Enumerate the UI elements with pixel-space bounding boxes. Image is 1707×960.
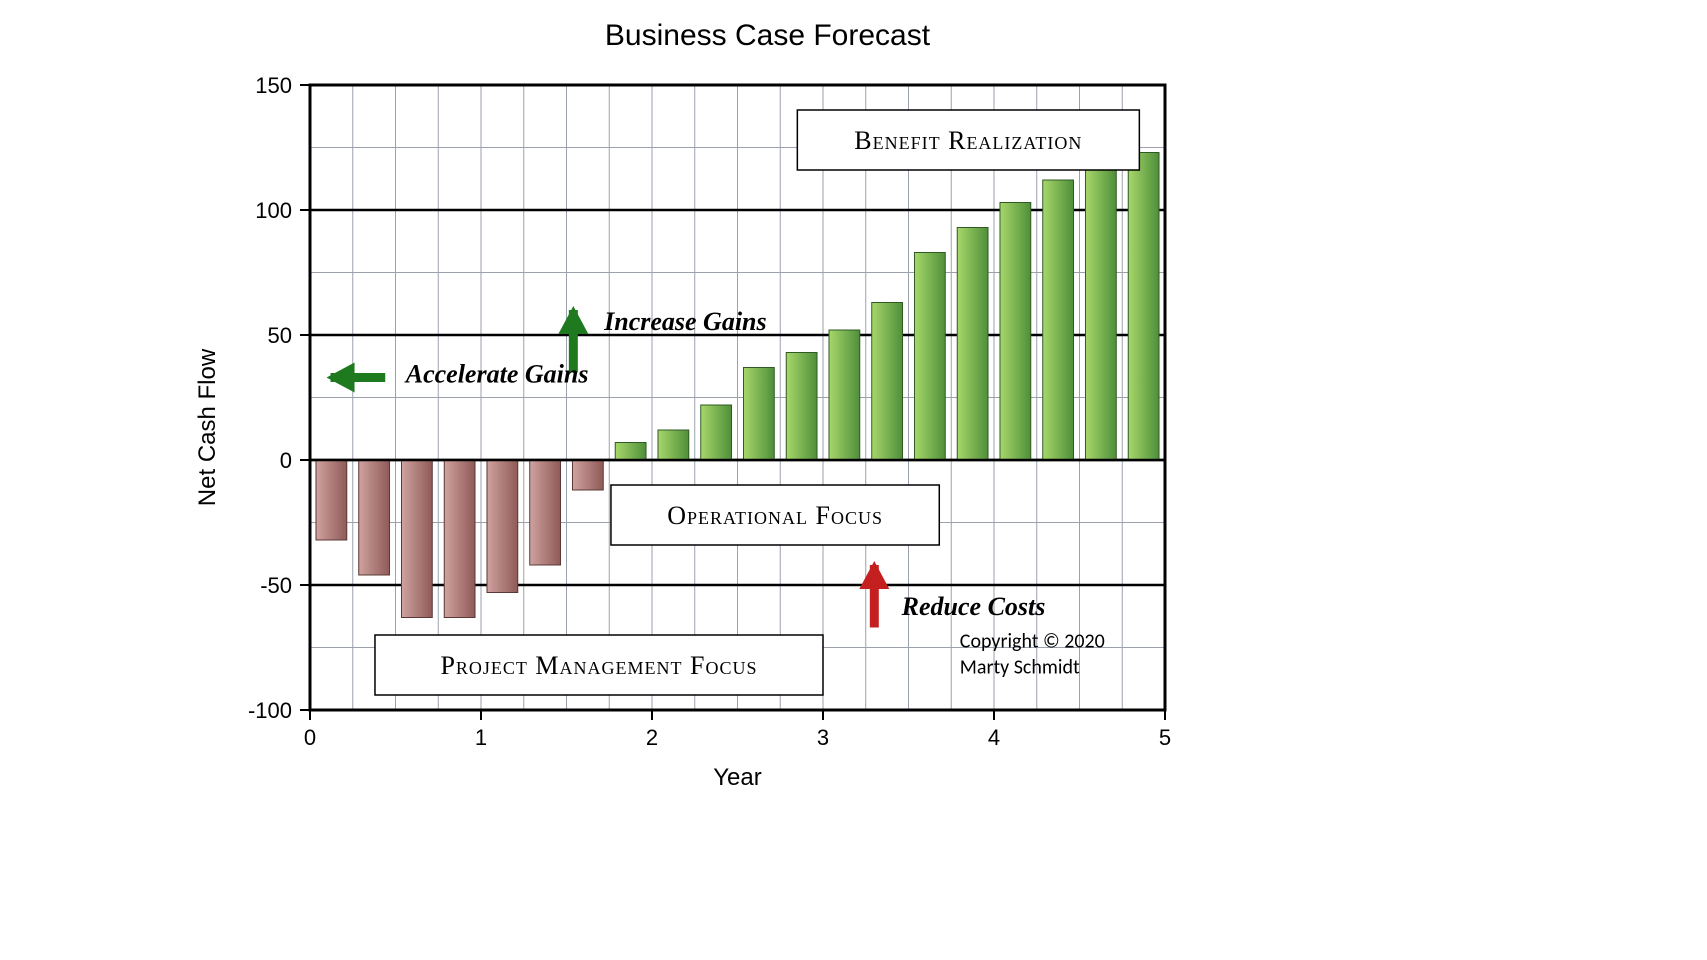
bar [1128,153,1159,461]
chart-title: Business Case Forecast [605,19,931,52]
bar [1000,203,1031,461]
x-tick-label: 2 [646,725,658,750]
bar [487,460,518,593]
chart-container: 0 1 2 3 4 5 -100 -50 0 50 100 150 Business Case Fore… [165,0,1365,820]
y-tick-label: -50 [260,573,292,598]
y-tick-label: -100 [248,698,292,723]
phase-label-benefit: Benefit Realization [854,126,1082,155]
bar [359,460,390,575]
bar [957,228,988,461]
x-tick-label: 5 [1159,725,1171,750]
bar [658,430,689,460]
copyright-line1: Copyright © 2020 [960,630,1105,654]
x-tick-label: 4 [988,725,1000,750]
phase-label-operational: Operational Focus [667,501,883,530]
bar [572,460,603,490]
bar [829,330,860,460]
bar [786,353,817,461]
accelerate-gains-label: Accelerate Gains [404,360,589,389]
x-tick-label: 1 [475,725,487,750]
increase-gains-label: Increase Gains [603,307,767,336]
bar [530,460,561,565]
y-tick-label: 50 [268,323,292,348]
x-axis-label: Year [713,764,762,791]
x-tick-label: 3 [817,725,829,750]
bar [1085,168,1116,461]
reduce-costs-label: Reduce Costs [901,592,1046,621]
bar [701,405,732,460]
x-tick-label: 0 [304,725,316,750]
bar [401,460,432,618]
bar [914,253,945,461]
bar [1043,180,1074,460]
bar [743,368,774,461]
y-tick-label: 150 [255,73,292,98]
bar [615,443,646,461]
y-tick-label: 100 [255,198,292,223]
copyright-line2: Marty Schmidt [960,656,1080,680]
bar [316,460,347,540]
y-tick-label: 0 [280,448,292,473]
phase-label-project: Project Management Focus [440,651,757,680]
y-axis-label: Net Cash Flow [194,348,221,506]
bar [444,460,475,618]
chart-svg: 0 1 2 3 4 5 -100 -50 0 50 100 150 Business Case Fore… [165,0,1365,820]
bar [872,303,903,461]
